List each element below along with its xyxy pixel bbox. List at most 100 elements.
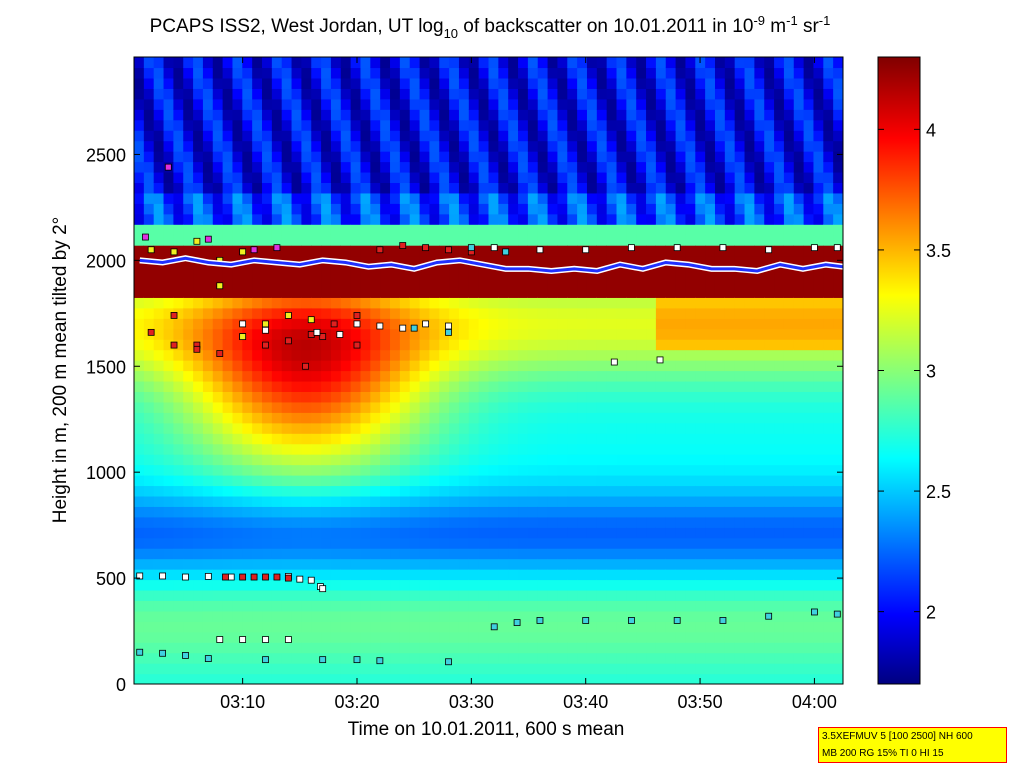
colorbar-tick-label: 3.5 [926, 241, 951, 261]
heatmap-cell [803, 276, 815, 288]
heatmap-cell [665, 234, 677, 246]
heatmap-cell [557, 558, 568, 570]
heatmap-cell [449, 485, 460, 497]
heatmap-cell [616, 454, 627, 466]
heatmap-cell [262, 412, 273, 424]
heatmap-cell [399, 182, 411, 194]
heatmap-cell [636, 224, 647, 236]
heatmap-cell [291, 485, 303, 497]
heatmap-cell [390, 621, 401, 633]
heatmap-cell [222, 506, 234, 518]
heatmap-cell [419, 224, 431, 236]
heatmap-cell [429, 443, 440, 455]
heatmap-cell [596, 349, 608, 361]
heatmap-cell [606, 286, 618, 298]
heatmap-cell [163, 579, 174, 591]
heatmap-cell [281, 339, 293, 351]
heatmap-cell [153, 516, 165, 528]
heatmap-cell [734, 621, 746, 633]
heatmap-cell [537, 558, 549, 570]
heatmap-cell [527, 610, 539, 622]
heatmap-cell [321, 57, 332, 69]
heatmap-cell [419, 297, 431, 309]
heatmap-cell [468, 548, 480, 560]
heatmap-cell [350, 109, 362, 121]
heatmap-cell [193, 224, 204, 236]
heatmap-cell [281, 266, 293, 278]
heatmap-cell [232, 401, 243, 413]
heatmap-cell [399, 161, 411, 173]
heatmap-cell [488, 266, 499, 278]
heatmap-cell [429, 286, 440, 298]
heatmap-cell [281, 360, 293, 372]
heatmap-cell [518, 380, 529, 392]
heatmap-cell [537, 77, 549, 89]
heatmap-cell [439, 67, 450, 79]
heatmap-cell [724, 171, 736, 183]
heatmap-cell [163, 589, 174, 601]
heatmap-cell [311, 569, 322, 581]
heatmap-cell [281, 589, 293, 601]
heatmap-cell [350, 57, 362, 69]
heatmap-cell [380, 339, 391, 351]
heatmap-cell [212, 182, 224, 194]
layer-marker [170, 312, 178, 319]
heatmap-cell [380, 161, 391, 173]
heatmap-cell [803, 589, 815, 601]
heatmap-cell [508, 600, 519, 612]
heatmap-cell [409, 673, 421, 684]
heatmap-cell [646, 98, 657, 110]
heatmap-cell [271, 433, 283, 445]
heatmap-cell [537, 495, 549, 507]
heatmap-cell [823, 610, 834, 622]
heatmap-cell [567, 98, 578, 110]
heatmap-cell [655, 370, 667, 382]
heatmap-cell [606, 119, 618, 131]
heatmap-cell [537, 642, 549, 654]
heatmap-cell [626, 558, 637, 570]
heatmap-cell [193, 328, 204, 340]
heatmap-cell [399, 171, 411, 183]
heatmap-cell [665, 443, 677, 455]
heatmap-cell [429, 360, 440, 372]
heatmap-cell [833, 589, 843, 601]
colorbar-tick-label: 4 [926, 120, 936, 140]
heatmap-cell [409, 558, 421, 570]
heatmap-cell [281, 130, 293, 142]
heatmap-cell [439, 475, 450, 487]
heatmap-cell [143, 443, 155, 455]
heatmap-cell [242, 297, 253, 309]
heatmap-cell [675, 203, 687, 215]
heatmap-cell [271, 464, 283, 476]
heatmap-cell [655, 548, 667, 560]
heatmap-cell [478, 98, 490, 110]
heatmap-cell [478, 224, 490, 236]
heatmap-cell [350, 213, 362, 225]
heatmap-cell [685, 569, 696, 581]
heatmap-cell [291, 130, 303, 142]
heatmap-cell [833, 485, 843, 497]
heatmap-cell [705, 171, 716, 183]
heatmap-cell [764, 360, 775, 372]
heatmap-cell [153, 621, 165, 633]
heatmap-cell [360, 579, 371, 591]
heatmap-cell [783, 380, 795, 392]
heatmap-cell [419, 485, 431, 497]
heatmap-cell [675, 391, 687, 403]
heatmap-cell [380, 412, 391, 424]
heatmap-cell [281, 673, 293, 684]
heatmap-cell [626, 589, 637, 601]
heatmap-cell [222, 276, 234, 288]
heatmap-cell [262, 140, 273, 152]
heatmap-cell [399, 286, 411, 298]
heatmap-cell [724, 182, 736, 194]
heatmap-cell [754, 255, 765, 267]
heatmap-cell [399, 328, 411, 340]
heatmap-cell [577, 192, 588, 204]
heatmap-cell [793, 255, 805, 267]
heatmap-cell [143, 171, 155, 183]
heatmap-cell [783, 360, 795, 372]
heatmap-cell [616, 412, 627, 424]
heatmap-cell [734, 182, 746, 194]
heatmap-cell [527, 527, 539, 539]
